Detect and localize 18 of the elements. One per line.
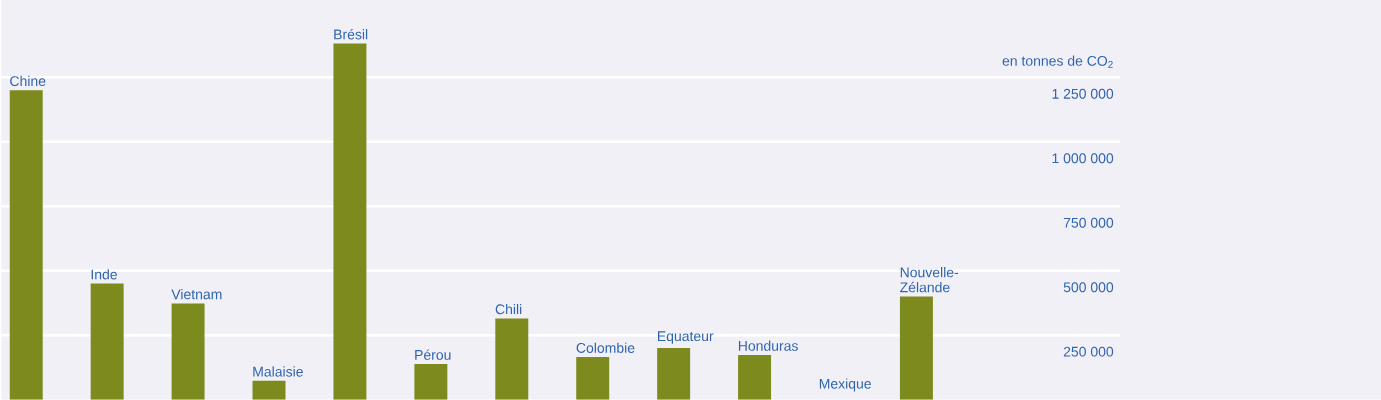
x-tick-label: Mexique	[819, 378, 871, 392]
x-tick-label: Equateur	[658, 331, 714, 345]
x-tick-label: Brésil	[334, 29, 368, 40]
y-axis-title: en tonnes de CO$_{2}$	[1002, 55, 1113, 68]
x-tick-label: Honduras	[738, 340, 798, 352]
x-tick-label: Malaisie	[253, 366, 303, 377]
x-tick-label: Chine	[10, 75, 46, 87]
x-tick-label: Inde	[91, 269, 117, 280]
x-tick-label: Pérou	[415, 349, 451, 361]
y-tick-label: 1 250 000	[1052, 89, 1114, 99]
y-tick-label: 250 000	[1063, 346, 1114, 357]
x-tick-label: Colombie	[576, 342, 635, 354]
x-tick-label: Nouvelle-Zélande	[900, 267, 959, 293]
y-tick-label: 1 000 000	[1052, 153, 1114, 164]
x-tick-label: Vietnam	[171, 289, 222, 300]
y-tick-label: 500 000	[1063, 282, 1114, 293]
x-tick-label: Chili	[495, 304, 522, 315]
y-tick-label: 750 000	[1063, 217, 1114, 228]
